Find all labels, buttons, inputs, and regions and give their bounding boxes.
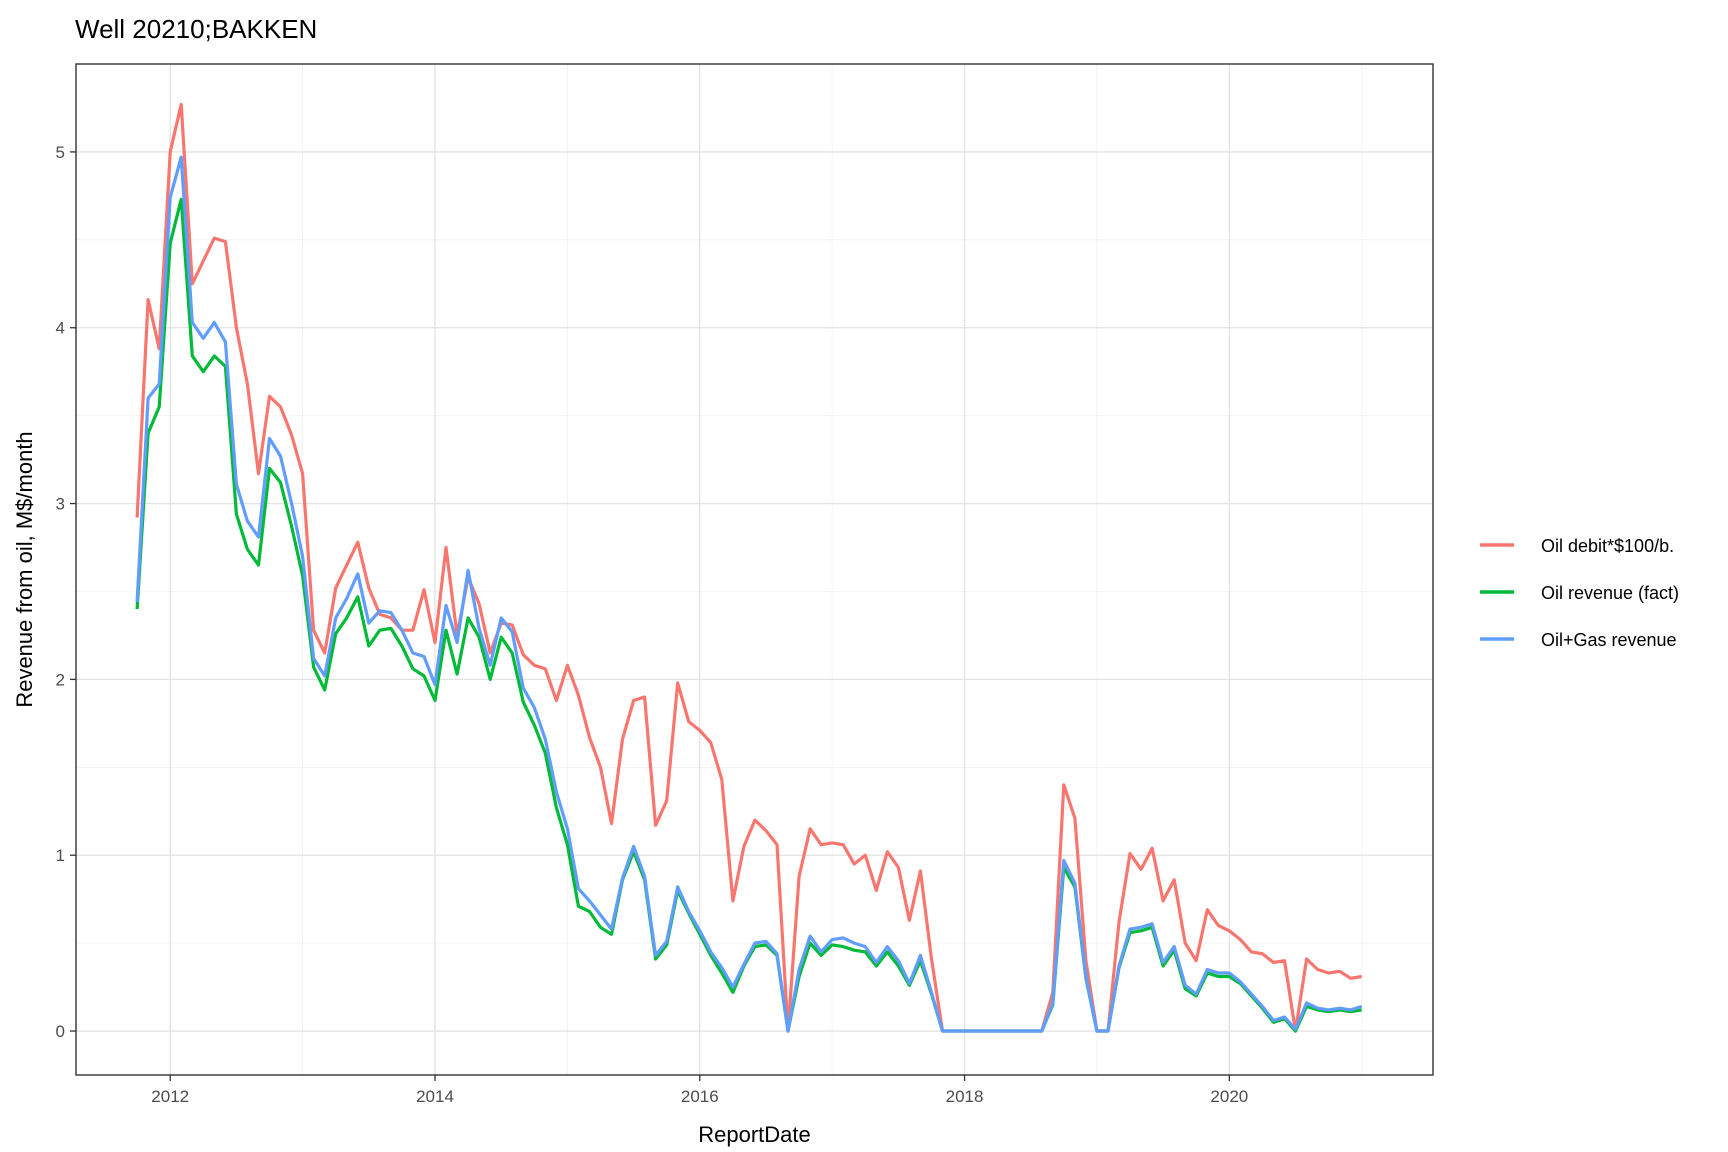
- y-tick-label: 4: [56, 319, 65, 338]
- series-line-3: [135, 155, 1363, 1033]
- x-tick-label: 2014: [416, 1087, 454, 1106]
- legend-label: Oil debit*$100/b.: [1541, 536, 1674, 556]
- axes: 0 1 2 3 4 5 2012 2014 2016 2018 2020: [56, 143, 1249, 1106]
- legend-label: Oil revenue (fact): [1541, 583, 1679, 603]
- legend: Oil debit*$100/b. Oil revenue (fact) Oil+G…: [1480, 536, 1679, 650]
- y-tick-label: 0: [56, 1022, 65, 1041]
- series-lines: [135, 102, 1363, 1033]
- grid: [76, 64, 1433, 1075]
- y-tick-label: 3: [56, 495, 65, 514]
- x-tick-label: 2020: [1210, 1087, 1248, 1106]
- series-line-1: [135, 102, 1362, 1033]
- legend-label: Oil+Gas revenue: [1541, 630, 1677, 650]
- x-tick-label: 2012: [151, 1087, 189, 1106]
- x-tick-label: 2018: [946, 1087, 984, 1106]
- x-tick-label: 2016: [681, 1087, 719, 1106]
- chart-title: Well 20210;BAKKEN: [75, 14, 317, 44]
- y-tick-label: 1: [56, 846, 65, 865]
- y-axis-title: Revenue from oil, M$/month: [12, 431, 37, 707]
- x-axis-title: ReportDate: [698, 1122, 811, 1147]
- y-tick-label: 2: [56, 670, 65, 689]
- y-tick-label: 5: [56, 143, 65, 162]
- panel-border: [75, 63, 1434, 1076]
